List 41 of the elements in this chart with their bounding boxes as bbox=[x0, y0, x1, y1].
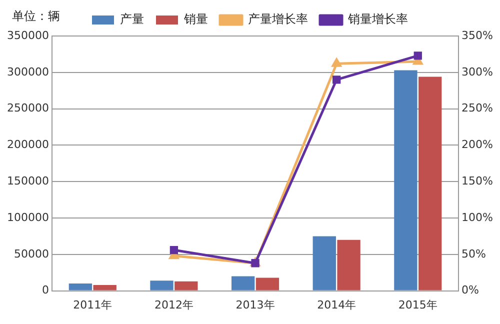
point bbox=[414, 52, 422, 60]
legend-label: 产量 bbox=[120, 12, 144, 26]
y2-tick-label: 300% bbox=[462, 65, 494, 78]
y-tick-label: 0 bbox=[42, 284, 49, 297]
bar bbox=[394, 70, 418, 290]
bar bbox=[231, 276, 255, 290]
text: 单位：辆 bbox=[12, 9, 60, 24]
bar bbox=[337, 240, 360, 290]
bar bbox=[312, 236, 336, 290]
point bbox=[332, 58, 342, 67]
x-tick-label: 2011年 bbox=[73, 298, 112, 312]
point bbox=[332, 76, 341, 84]
bar bbox=[418, 76, 442, 290]
x-tick-label: 2013年 bbox=[236, 298, 275, 312]
x-tick-label: 2014年 bbox=[317, 298, 356, 312]
y-tick-label: 100000 bbox=[6, 210, 49, 224]
legend-label: 销量 bbox=[183, 12, 208, 26]
y2-tick-label: 0% bbox=[462, 284, 480, 297]
y-tick-label: 250000 bbox=[6, 102, 49, 115]
legend-label: 产量增长率 bbox=[248, 12, 308, 26]
y-tick-label: 200000 bbox=[6, 138, 49, 152]
point bbox=[251, 259, 260, 268]
x-tick-label: 2012年 bbox=[154, 298, 194, 312]
y-tick-label: 150000 bbox=[6, 174, 49, 188]
y2-tick-label: 50% bbox=[462, 247, 486, 260]
y2-tick-label: 250% bbox=[462, 102, 494, 115]
y2-tick-label: 100% bbox=[462, 210, 494, 224]
legend-label: 销量增长率 bbox=[347, 12, 408, 26]
y2-tick-label: 150% bbox=[462, 174, 494, 188]
y-tick-label: 300000 bbox=[6, 65, 49, 78]
point bbox=[170, 246, 178, 254]
x-tick-label: 2015年 bbox=[398, 298, 438, 312]
bar bbox=[68, 284, 92, 290]
bar bbox=[93, 284, 116, 290]
y2-tick-label: 350% bbox=[462, 28, 494, 42]
y-tick-label: 50000 bbox=[14, 247, 49, 260]
y-tick-label: 350000 bbox=[6, 28, 49, 42]
y2-tick-label: 200% bbox=[462, 138, 494, 152]
bar bbox=[256, 278, 280, 290]
bar bbox=[150, 280, 174, 290]
bar bbox=[174, 281, 198, 290]
